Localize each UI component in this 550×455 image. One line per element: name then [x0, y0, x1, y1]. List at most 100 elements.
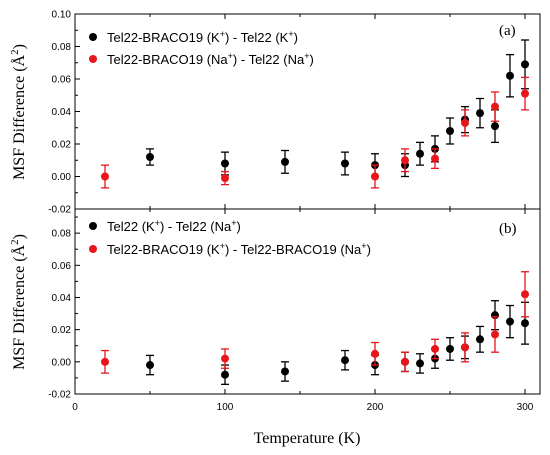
panel-a-y-tick-label: 0.02 [52, 140, 72, 151]
panel-a-series-0-point [416, 141, 424, 166]
panel-b-y-tick-label: 0.02 [52, 325, 72, 336]
panel-b-series-1-point [461, 332, 469, 363]
panel-b-series-1-point [101, 349, 109, 374]
panel-b-series-0-point [416, 353, 424, 374]
x-tick-label: 100 [217, 402, 234, 413]
data-marker [476, 335, 484, 344]
data-marker [521, 319, 529, 328]
panel-a-y-tick-label: 0.06 [52, 75, 72, 86]
data-marker [521, 290, 529, 299]
panel-a-series-1-point [521, 76, 529, 111]
panel-b-series-1-point [521, 271, 529, 318]
panel-b-series-0-point [506, 304, 514, 339]
panel-a-y-tick-label: 0.00 [52, 172, 72, 183]
panel-a-data-points [101, 39, 529, 189]
panel-a-series-0-point [146, 148, 154, 166]
panel-a-y-tick-label: -0.02 [48, 205, 71, 216]
panel-a-series-0-point [446, 117, 454, 145]
data-marker [461, 343, 469, 352]
data-marker [521, 89, 529, 98]
data-marker [401, 357, 409, 366]
panel-a-y-tick-label: 0.04 [52, 107, 72, 118]
data-marker [146, 361, 154, 370]
data-marker [221, 159, 229, 168]
data-marker [221, 174, 229, 183]
panel-a-series-1-point [401, 148, 409, 173]
data-marker [491, 102, 499, 111]
panel-b-y-tick-label: 0.06 [52, 261, 72, 272]
data-marker [476, 109, 484, 118]
x-axis-title: Temperature (K) [254, 430, 361, 447]
panel-b-y-tick-label: 0.08 [52, 229, 72, 240]
data-marker [146, 153, 154, 161]
data-marker [506, 71, 514, 80]
data-marker [506, 317, 514, 326]
data-marker [101, 357, 109, 366]
panel-a-series-1-point [431, 148, 439, 170]
data-marker [281, 157, 289, 166]
panel-b-series-0-point [476, 325, 484, 353]
data-marker [341, 356, 349, 365]
data-marker [491, 122, 499, 131]
data-marker [281, 367, 289, 376]
legend-marker-b-red [89, 245, 97, 253]
panel-a-y-axis-title: MSF Difference (Å2) [9, 44, 28, 180]
legend-entry-a-red: Tel22-BRACO19 (Na+) - Tel22 (Na+) [107, 51, 314, 67]
data-marker [431, 344, 439, 353]
panel-b-series-1-point [371, 341, 379, 366]
data-marker [521, 60, 529, 69]
panel-b-label: (b) [499, 221, 517, 237]
legend-marker-b-black [89, 222, 97, 230]
panel-a-series-1-point [221, 170, 229, 186]
panel-a-label: (a) [499, 23, 516, 39]
panel-a-series-1-point [371, 164, 379, 189]
panel-a-series-0-point [476, 97, 484, 129]
data-marker [401, 156, 409, 165]
panel-b-series-0-point [146, 354, 154, 376]
panel-a-ticks: -0.02 0.00 0.02 0.04 0.06 0.08 0.10 [48, 10, 526, 216]
panel-a-y-tick-label: 0.10 [52, 10, 72, 21]
x-tick-label: 200 [367, 402, 384, 413]
data-marker [371, 172, 379, 181]
data-marker [416, 359, 424, 368]
data-marker [491, 330, 499, 339]
panel-b-series-0-point [341, 349, 349, 371]
panel-b-series-1-point [431, 338, 439, 360]
data-marker [371, 349, 379, 358]
panel-b-y-tick-label: -0.02 [48, 390, 71, 401]
panel-b-y-tick-label: 0.04 [52, 293, 72, 304]
data-marker [446, 127, 454, 135]
data-marker [431, 154, 439, 163]
legend-entry-a-black: Tel22-BRACO19 (K+) - Tel22 (K+) [107, 29, 298, 45]
legend-marker-a-red [89, 55, 97, 63]
data-marker [446, 344, 454, 353]
panel-a-y-tick-label: 0.08 [52, 42, 72, 53]
panel-a-series-0-point [281, 149, 289, 174]
panel-b-frame [74, 208, 541, 395]
panel-b-data-points [101, 271, 529, 385]
data-marker [221, 370, 229, 379]
panel-a-series-1-point [461, 109, 469, 137]
panel-b-series-0-point [446, 337, 454, 361]
panel-a-series-1-point [491, 91, 499, 122]
panel-b-y-tick-label: 0.00 [52, 357, 72, 368]
data-marker [416, 149, 424, 158]
legend-entry-b-red: Tel22-BRACO19 (K+) - Tel22-BRACO19 (Na+) [107, 241, 371, 257]
data-marker [101, 172, 109, 181]
panel-a-series-0-point [341, 151, 349, 176]
panel-b-ticks: -0.02 0.00 0.02 0.04 0.06 0.08 0 100 200 300 [48, 209, 534, 413]
legend-marker-a-black [89, 33, 97, 41]
panel-b-series-1-point [401, 351, 409, 373]
data-marker [341, 159, 349, 168]
panel-a-series-0-point [506, 53, 514, 98]
panel-b-series-1-point [221, 348, 229, 369]
legend-entry-b-black: Tel22 (K+) - Tel22 (Na+) [107, 218, 241, 234]
panel-a-series-1-point [101, 164, 109, 189]
x-tick-label: 0 [72, 402, 78, 413]
data-marker [221, 354, 229, 363]
panel-b-series-0-point [281, 361, 289, 382]
panel-b-y-axis-title: MSF Difference (Å2) [9, 234, 28, 370]
x-tick-label: 300 [517, 402, 534, 413]
panel-b-series-1-point [491, 316, 499, 353]
